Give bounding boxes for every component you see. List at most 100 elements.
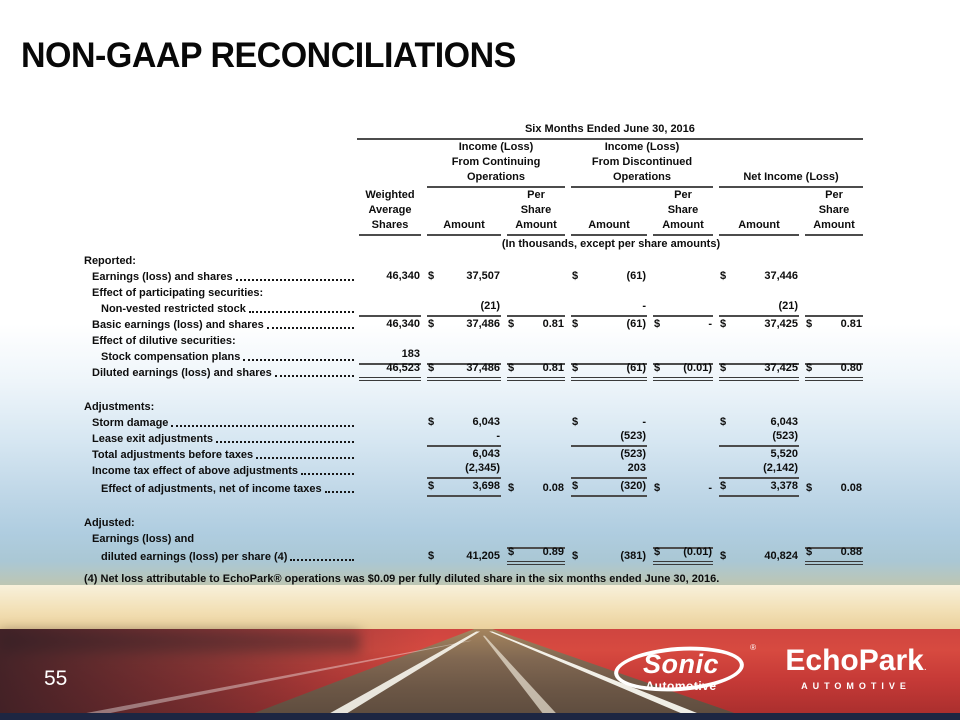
- cell-value: 37,507: [466, 270, 500, 282]
- cell-ps3: [802, 463, 866, 479]
- cell-value: (523): [620, 430, 646, 442]
- row-label: diluted earnings (loss) per share (4): [84, 547, 356, 565]
- cell-ps1: [504, 301, 568, 317]
- currency-symbol: $: [720, 270, 727, 282]
- cell-ps2: [650, 447, 716, 463]
- cell-amt3: $37,425: [716, 362, 802, 381]
- cell-ps2: [650, 301, 716, 317]
- dot-leader: [216, 441, 354, 443]
- echopark-logo-subtext: AUTOMOTIVE: [801, 681, 911, 691]
- cell-amt1: $6,043: [424, 415, 504, 431]
- dot-leader: [256, 457, 354, 459]
- dot-leader: [266, 327, 354, 329]
- cell-ps1: [504, 399, 568, 415]
- col-header-line: Share: [667, 204, 699, 216]
- section-label: Reported:: [84, 255, 136, 267]
- page-number: 55: [44, 667, 68, 690]
- cell-ps2: [650, 253, 716, 269]
- table-row: Effect of dilutive securities:: [84, 333, 866, 349]
- table-body: Reported: Earnings (loss) and shares 46,34…: [84, 253, 866, 565]
- group-header-row: Income (Loss) From Continuing Operations…: [84, 141, 866, 188]
- cell-ps1: $0.89: [504, 546, 568, 565]
- units-note-row: (In thousands, except per share amounts): [84, 237, 866, 253]
- cell-value: -: [708, 482, 712, 494]
- cell-ps3: $0.08: [802, 479, 866, 497]
- currency-symbol: $: [720, 362, 727, 374]
- cell-amt2: $ (61): [568, 269, 650, 285]
- cell-shares: [356, 399, 424, 415]
- table-row: Basic earnings (loss) and shares 46,340 $3…: [84, 317, 866, 333]
- cell-amt1: $37,486: [424, 317, 504, 333]
- cell-value: 3,378: [770, 480, 798, 492]
- group-header-line: Net Income (Loss): [743, 171, 839, 183]
- table-row: Non-vested restricted stock (21) - (21): [84, 300, 866, 317]
- currency-symbol: $: [654, 318, 661, 330]
- cell-amt2: $ -: [568, 415, 650, 431]
- cell-value: 0.89: [542, 546, 564, 558]
- currency-symbol: $: [572, 416, 579, 428]
- col-header-line: Amount: [813, 219, 855, 231]
- col-header-line: Share: [818, 204, 850, 216]
- currency-symbol: $: [720, 550, 727, 562]
- table-row: Income tax effect of above adjustments (2…: [84, 462, 866, 479]
- cell-amt3: 5,520: [716, 447, 802, 463]
- cell-value: 6,043: [472, 416, 500, 428]
- cell-ps3: [802, 399, 866, 415]
- cell-value: 0.08: [840, 482, 862, 494]
- dot-leader: [274, 375, 354, 377]
- cell-ps2: $ -: [650, 479, 716, 497]
- page-title: NON-GAAP RECONCILIATIONS: [21, 36, 516, 76]
- cell-value: 0.81: [542, 362, 564, 374]
- cell-value: 0.08: [542, 482, 564, 494]
- table-row: Storm damage $6,043 $ - $6,043: [84, 415, 866, 431]
- col-header-pershare-net: Per Share Amount: [802, 189, 866, 236]
- cell-shares: [356, 463, 424, 479]
- currency-symbol: $: [720, 480, 727, 492]
- cell-ps3: $0.88: [802, 546, 866, 565]
- table-row: Total adjustments before taxes 6,043 (523)…: [84, 447, 866, 463]
- cell-value: 37,486: [466, 318, 500, 330]
- cell-amt3: [716, 349, 802, 365]
- row-label: Basic earnings (loss) and shares: [84, 317, 356, 333]
- cell-value: 5,520: [770, 448, 798, 460]
- cell-value: 203: [627, 462, 646, 474]
- cell-amt2: $ (381): [568, 547, 650, 565]
- table-row: Effect of adjustments, net of income tax…: [84, 479, 866, 497]
- cell-ps3: [802, 285, 866, 301]
- table-spacer-row: [84, 381, 866, 399]
- header-spacer: [356, 141, 424, 188]
- cell-amt2: $ (61): [568, 362, 650, 381]
- cell-ps1: [504, 285, 568, 301]
- cell-value: 0.81: [840, 318, 862, 330]
- col-header-line: Amount: [443, 219, 485, 231]
- table-row: diluted earnings (loss) per share (4) $41…: [84, 546, 866, 565]
- sonic-logo-text: Sonic: [642, 649, 719, 679]
- cell-ps2: [650, 333, 716, 349]
- header-spacer: [84, 141, 356, 188]
- currency-symbol: $: [806, 362, 813, 374]
- cell-value: 37,486: [466, 362, 500, 374]
- cell-ps1: [504, 333, 568, 349]
- table-row: Earnings (loss) and shares 46,340 $37,507 $…: [84, 269, 866, 285]
- cell-value: 0.80: [840, 362, 862, 374]
- cell-amt2: [568, 531, 650, 547]
- col-header-line: Average: [368, 204, 412, 216]
- cell-ps1: [504, 415, 568, 431]
- cell-amt3: $40,824: [716, 547, 802, 565]
- cell-value: (61): [626, 362, 646, 374]
- cell-amt3: (523): [716, 430, 802, 447]
- cell-value: (0.01): [683, 362, 712, 374]
- currency-symbol: $: [572, 550, 579, 562]
- cell-amt1: [424, 349, 504, 365]
- cell-shares: [356, 531, 424, 547]
- header-spacer: [84, 122, 354, 140]
- cell-ps3: $0.80: [802, 362, 866, 381]
- period-header: Six Months Ended June 30, 2016: [356, 122, 863, 140]
- currency-symbol: $: [720, 318, 727, 330]
- sonic-logo: Sonic Automotive ®: [612, 642, 756, 705]
- col-header-line: Amount: [588, 219, 630, 231]
- footnote: (4) Net loss attributable to EchoPark® o…: [84, 573, 720, 585]
- group-header-line: Operations: [466, 171, 526, 183]
- currency-symbol: $: [428, 480, 435, 492]
- road-image: 55 Sonic Automotive ® EchoPark. AUTOMOTI…: [0, 585, 960, 713]
